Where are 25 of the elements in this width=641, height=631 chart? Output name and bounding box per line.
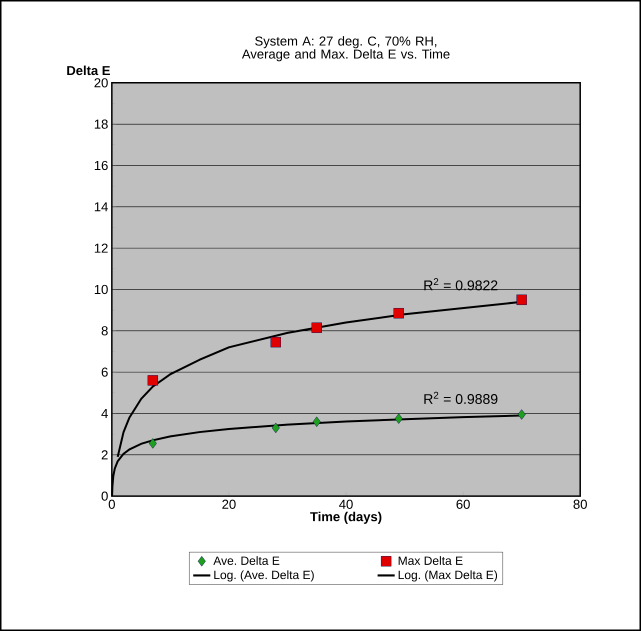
x-axis-title: Time (days) (310, 512, 382, 524)
y-tick-label: 6 (102, 368, 108, 377)
x-tick-label: 0 (108, 500, 115, 509)
y-tick-label: 12 (94, 244, 108, 253)
x-tick-label: 20 (222, 500, 236, 509)
y-tick-label: 0 (102, 492, 108, 501)
y-tick-label: 2 (102, 450, 108, 460)
legend-label: Ave. Delta E (213, 556, 280, 565)
x-tick-label: 40 (339, 500, 353, 509)
annotation: R$^{2}$ = 0.9889 (424, 392, 498, 404)
legend-label: Max Delta E (398, 556, 463, 565)
x-tick-label: 60 (456, 500, 470, 509)
annotation: R$^{2}$ = 0.9822 (424, 278, 498, 290)
x-tick-label: 80 (574, 500, 587, 509)
legend-label: Log. (Max Delta E) (398, 570, 498, 582)
chart-title: System A: 27 deg. C, 70% RH, Average and Max. Delta E vs. Time (242, 36, 450, 62)
y-tick-label: 4 (101, 408, 108, 418)
y-tick-label: 16 (94, 160, 108, 170)
y-tick-label: 18 (94, 120, 108, 129)
y-tick-label: 8 (102, 326, 108, 336)
legend-label: Log. (Ave. Delta E) (214, 570, 314, 582)
y-tick-label: 20 (94, 78, 108, 88)
y-axis-title: Delta E (67, 66, 110, 76)
y-tick-label: 14 (94, 202, 108, 212)
y-tick-label: 10 (94, 284, 108, 294)
